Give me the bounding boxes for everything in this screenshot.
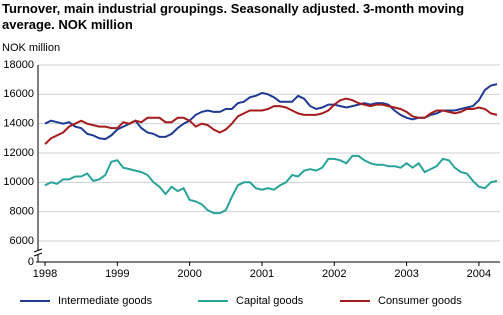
axis-break (33, 252, 43, 257)
x-tick-label: 2003 (394, 268, 418, 280)
y-axis-label: NOK million (2, 42, 60, 54)
y-tick-label: 0 (28, 256, 34, 268)
x-tick-label: 1998 (33, 268, 57, 280)
legend-label: Intermediate goods (58, 295, 153, 307)
axis-break (33, 248, 43, 253)
x-tick-label: 2001 (250, 268, 274, 280)
x-tick-label: 2002 (322, 268, 346, 280)
legend-label: Capital goods (236, 295, 304, 307)
chart-title: Turnover, main industrial groupings. Sea… (2, 1, 465, 32)
axis-break-gap (34, 250, 42, 254)
y-tick-label: 10000 (3, 176, 34, 188)
x-tick-label: 1999 (105, 268, 129, 280)
legend-label: Consumer goods (378, 295, 462, 307)
y-tick-label: 12000 (3, 147, 34, 159)
y-tick-label: 6000 (10, 235, 34, 247)
series-line (44, 97, 498, 145)
y-tick-label: 14000 (3, 118, 34, 130)
y-tick-label: 18000 (3, 59, 34, 71)
y-tick-label: 8000 (10, 206, 34, 218)
y-tick-label: 16000 (3, 88, 34, 100)
series-line (44, 154, 498, 215)
x-tick-label: 2004 (467, 268, 491, 280)
x-tick-label: 2000 (177, 268, 201, 280)
series-line (44, 83, 498, 141)
